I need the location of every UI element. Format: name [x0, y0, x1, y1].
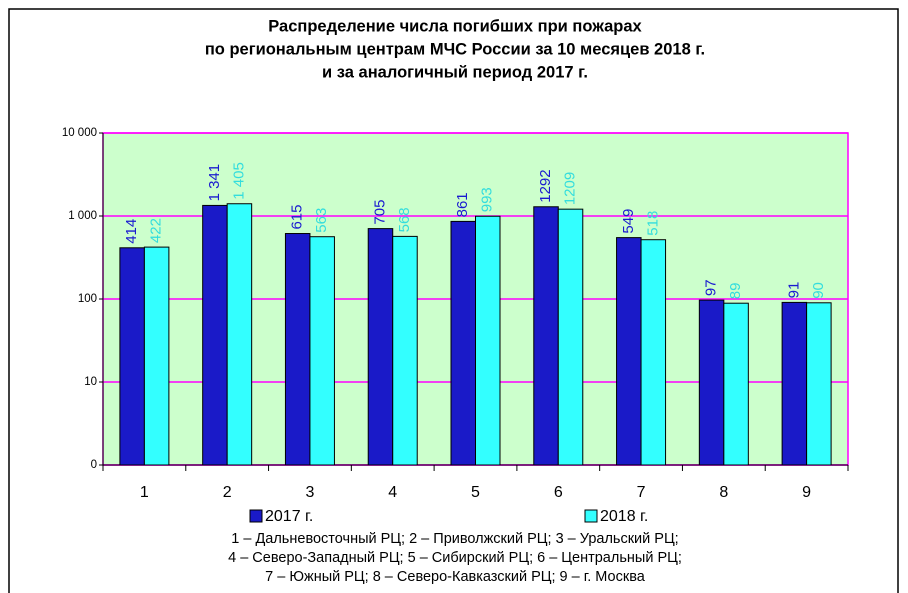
- bar: [143, 246, 170, 466]
- bar: [698, 299, 725, 466]
- legend-swatch: [584, 509, 598, 523]
- data-label: 1 405: [230, 162, 247, 200]
- legend-label: 2018 г.: [600, 508, 648, 525]
- bar: [119, 247, 145, 466]
- bar: [806, 302, 832, 466]
- data-label: 568: [396, 207, 413, 232]
- y-tick-label: 0: [91, 459, 97, 471]
- x-tick-label: 4: [388, 484, 397, 501]
- x-tick-label: 7: [637, 484, 646, 501]
- data-label: 1 341: [206, 164, 223, 202]
- bar: [533, 206, 559, 466]
- data-label: 518: [644, 211, 661, 236]
- footnote: 4 – Северо-Западный РЦ; 5 – Сибирский РЦ…: [228, 550, 682, 566]
- footnote: 7 – Южный РЦ; 8 – Северо-Кавказский РЦ; …: [265, 569, 646, 585]
- data-label: 861: [454, 192, 471, 217]
- chart-title: Распределение числа погибших при пожарах: [268, 17, 642, 35]
- bar: [450, 220, 476, 466]
- bar: [309, 236, 335, 466]
- x-tick-label: 3: [305, 484, 314, 501]
- x-tick-label: 9: [802, 484, 811, 501]
- data-label: 97: [703, 279, 720, 296]
- bar: [226, 203, 253, 466]
- y-tick-label: 10 000: [62, 127, 97, 139]
- bar: [616, 237, 642, 466]
- bar: [781, 301, 808, 466]
- data-label: 549: [620, 209, 637, 234]
- x-tick-label: 5: [471, 484, 480, 501]
- data-label: 1209: [561, 172, 578, 205]
- data-label: 90: [810, 282, 827, 299]
- data-label: 89: [727, 283, 744, 300]
- legend-swatch: [249, 509, 263, 523]
- x-tick-label: 2: [223, 484, 232, 501]
- x-tick-label: 6: [554, 484, 563, 501]
- legend-label: 2017 г.: [265, 508, 313, 525]
- data-label: 414: [123, 219, 140, 244]
- y-tick-label: 10: [84, 376, 97, 388]
- bar: [475, 215, 501, 466]
- data-label: 993: [479, 187, 496, 212]
- footnote: 1 – Дальневосточный РЦ; 2 – Приволжский …: [231, 531, 678, 547]
- y-tick-label: 100: [78, 293, 97, 305]
- chart-title: и за аналогичный период 2017 г.: [322, 63, 588, 81]
- data-label: 422: [148, 218, 165, 243]
- bar: [557, 208, 584, 466]
- bar: [640, 239, 667, 466]
- y-tick-label: 1 000: [68, 210, 97, 222]
- x-tick-label: 8: [719, 484, 728, 501]
- bar: [367, 228, 394, 466]
- bar: [723, 302, 749, 466]
- bar: [392, 235, 418, 466]
- bar: [284, 233, 311, 466]
- data-label: 91: [785, 282, 802, 299]
- x-tick-label: 1: [140, 484, 149, 501]
- chart-title: по региональным центрам МЧС России за 10…: [205, 40, 705, 58]
- bar: [202, 204, 228, 466]
- data-label: 705: [371, 200, 388, 225]
- data-label: 563: [313, 208, 330, 233]
- data-label: 615: [289, 204, 306, 229]
- data-label: 1292: [537, 169, 554, 202]
